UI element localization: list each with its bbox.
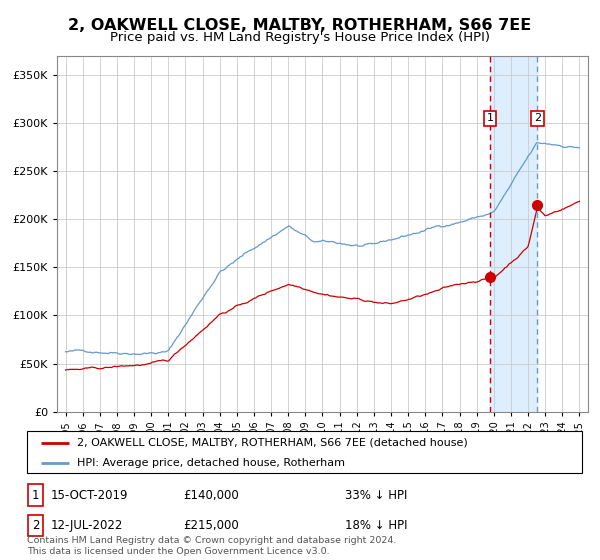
FancyBboxPatch shape (27, 431, 582, 473)
Text: 33% ↓ HPI: 33% ↓ HPI (345, 488, 407, 502)
Text: 2, OAKWELL CLOSE, MALTBY, ROTHERHAM, S66 7EE: 2, OAKWELL CLOSE, MALTBY, ROTHERHAM, S66… (68, 18, 532, 33)
Text: 15-OCT-2019: 15-OCT-2019 (51, 488, 128, 502)
Text: £215,000: £215,000 (183, 519, 239, 532)
Bar (490, 56, 537, 412)
Text: Contains HM Land Registry data © Crown copyright and database right 2024.
This d: Contains HM Land Registry data © Crown c… (27, 536, 397, 556)
FancyBboxPatch shape (28, 484, 43, 506)
Text: 2: 2 (32, 519, 39, 532)
Text: Price paid vs. HM Land Registry's House Price Index (HPI): Price paid vs. HM Land Registry's House … (110, 31, 490, 44)
Text: 2: 2 (534, 114, 541, 123)
Text: £140,000: £140,000 (183, 488, 239, 502)
FancyBboxPatch shape (28, 515, 43, 536)
Text: 2, OAKWELL CLOSE, MALTBY, ROTHERHAM, S66 7EE (detached house): 2, OAKWELL CLOSE, MALTBY, ROTHERHAM, S66… (77, 438, 468, 448)
Text: 1: 1 (487, 114, 494, 123)
Text: 1: 1 (32, 488, 39, 502)
Text: HPI: Average price, detached house, Rotherham: HPI: Average price, detached house, Roth… (77, 458, 345, 468)
Text: 12-JUL-2022: 12-JUL-2022 (51, 519, 124, 532)
Text: 18% ↓ HPI: 18% ↓ HPI (345, 519, 407, 532)
